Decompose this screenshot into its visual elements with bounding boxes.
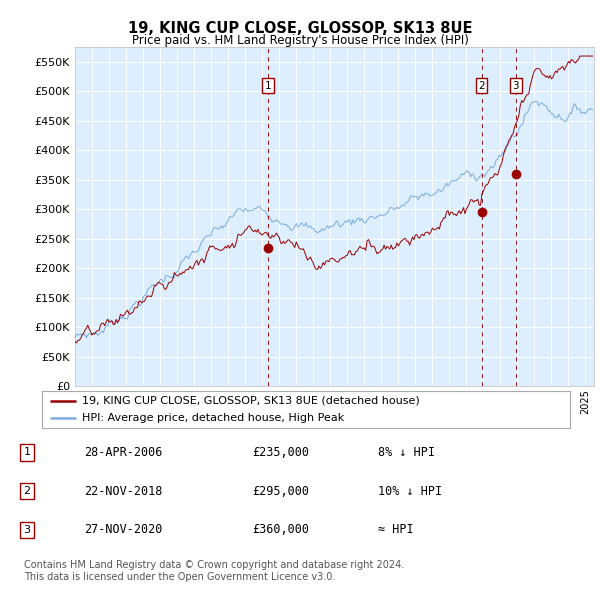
Text: 3: 3: [512, 81, 519, 90]
Text: 1: 1: [265, 81, 271, 90]
Text: Contains HM Land Registry data © Crown copyright and database right 2024.
This d: Contains HM Land Registry data © Crown c…: [24, 560, 404, 582]
Text: 27-NOV-2020: 27-NOV-2020: [84, 523, 163, 536]
Text: £360,000: £360,000: [252, 523, 309, 536]
Text: 19, KING CUP CLOSE, GLOSSOP, SK13 8UE (detached house): 19, KING CUP CLOSE, GLOSSOP, SK13 8UE (d…: [82, 396, 419, 406]
Text: 22-NOV-2018: 22-NOV-2018: [84, 484, 163, 498]
Text: Price paid vs. HM Land Registry's House Price Index (HPI): Price paid vs. HM Land Registry's House …: [131, 34, 469, 47]
Text: 19, KING CUP CLOSE, GLOSSOP, SK13 8UE: 19, KING CUP CLOSE, GLOSSOP, SK13 8UE: [128, 21, 472, 36]
Text: 2: 2: [23, 486, 31, 496]
Text: ≈ HPI: ≈ HPI: [378, 523, 413, 536]
Text: 8% ↓ HPI: 8% ↓ HPI: [378, 446, 435, 459]
Text: 28-APR-2006: 28-APR-2006: [84, 446, 163, 459]
Text: 1: 1: [23, 447, 31, 457]
Text: HPI: Average price, detached house, High Peak: HPI: Average price, detached house, High…: [82, 413, 344, 423]
Text: £235,000: £235,000: [252, 446, 309, 459]
Text: 10% ↓ HPI: 10% ↓ HPI: [378, 484, 442, 498]
Text: 2: 2: [478, 81, 485, 90]
Text: 3: 3: [23, 525, 31, 535]
Text: £295,000: £295,000: [252, 484, 309, 498]
